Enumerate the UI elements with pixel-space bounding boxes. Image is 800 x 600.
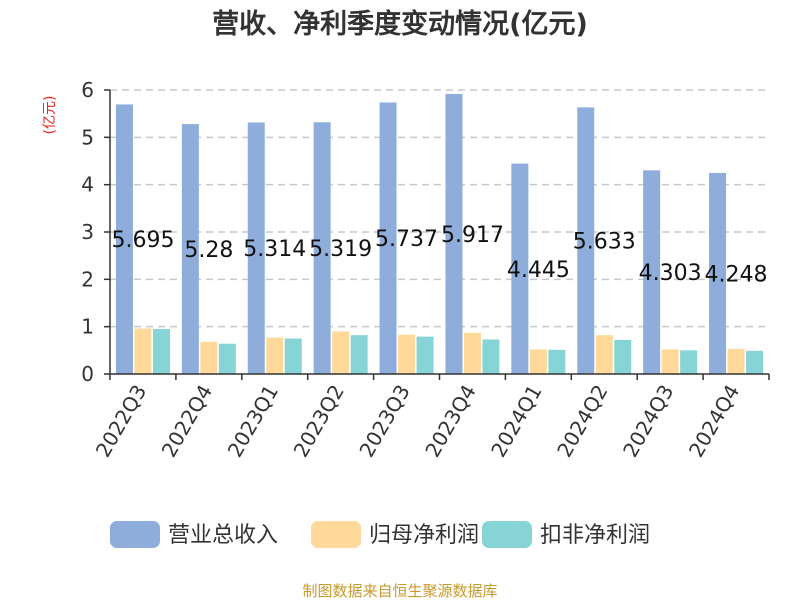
bar (577, 107, 595, 374)
bar (746, 350, 764, 374)
data-label: 5.695 (111, 228, 174, 253)
y-tick-label: 3 (81, 220, 94, 244)
x-tick-label: 2023Q3 (354, 381, 414, 462)
bar (379, 102, 397, 374)
x-tick-label: 2023Q1 (223, 381, 283, 462)
bar (134, 328, 152, 374)
x-tick-label: 2022Q3 (91, 381, 151, 462)
x-tick-label: 2023Q2 (289, 381, 349, 462)
bar (680, 350, 698, 374)
bar (643, 170, 661, 374)
bar (200, 341, 218, 374)
bar (661, 349, 679, 374)
y-tick-label: 6 (81, 78, 94, 102)
data-label: 4.445 (507, 258, 570, 283)
y-tick-label: 0 (81, 362, 94, 386)
bar (266, 337, 284, 374)
data-label: 5.314 (243, 237, 306, 262)
y-tick-label: 2 (81, 267, 94, 291)
bar (727, 348, 745, 374)
x-tick-label: 2024Q4 (684, 381, 744, 462)
x-tick-label: 2022Q4 (157, 381, 217, 462)
legend-label: 归母净利润 (369, 523, 479, 548)
bars (115, 93, 764, 375)
bar (709, 172, 727, 374)
bar (511, 163, 529, 374)
data-label: 5.633 (573, 230, 636, 255)
bar (398, 334, 416, 374)
data-label: 5.917 (441, 223, 504, 248)
x-tick-label: 2024Q3 (618, 381, 678, 462)
bar (181, 124, 199, 374)
gridlines (110, 89, 769, 328)
bar (529, 349, 547, 374)
y-tick-label: 1 (81, 315, 94, 339)
bar (445, 93, 463, 375)
bar (218, 343, 236, 374)
source-note: 制图数据来自恒生聚源数据库 (302, 582, 497, 600)
legend-swatch (110, 521, 160, 548)
legend-label: 扣非净利润 (540, 523, 650, 548)
bar (247, 122, 265, 374)
bar (350, 335, 368, 374)
data-label: 5.28 (184, 238, 233, 263)
bar (332, 331, 350, 374)
data-label: 4.303 (639, 261, 702, 286)
data-label: 5.319 (309, 237, 372, 262)
bar (595, 335, 613, 374)
bar (313, 122, 331, 374)
bar (284, 338, 302, 374)
bar (115, 104, 133, 374)
x-tick-label: 2024Q1 (486, 381, 546, 462)
legend-swatch (482, 521, 532, 548)
bar (548, 349, 566, 374)
bar (482, 339, 500, 374)
y-tick-label: 5 (81, 125, 94, 149)
data-labels: 5.695 5.28 5.314 5.319 5.737 5.9174.4455.6334… (111, 223, 767, 287)
chart-title: 营收、净利季度变动情况(亿元) (212, 8, 588, 40)
x-tick-label: 2024Q2 (552, 381, 612, 462)
legend-swatch (311, 521, 361, 548)
y-tick-label: 4 (81, 173, 94, 197)
y-axis-label: (亿元) (42, 96, 58, 135)
bar (614, 339, 632, 374)
x-tick-label: 2023Q4 (420, 381, 480, 462)
legend-label: 营业总收入 (168, 523, 278, 548)
bar (416, 336, 434, 374)
bar (152, 329, 170, 374)
bar (463, 332, 481, 374)
legend: 营业总收入 归母净利润 扣非净利润 (110, 521, 650, 548)
data-label: 4.248 (705, 262, 768, 287)
data-label: 5.737 (375, 227, 438, 252)
